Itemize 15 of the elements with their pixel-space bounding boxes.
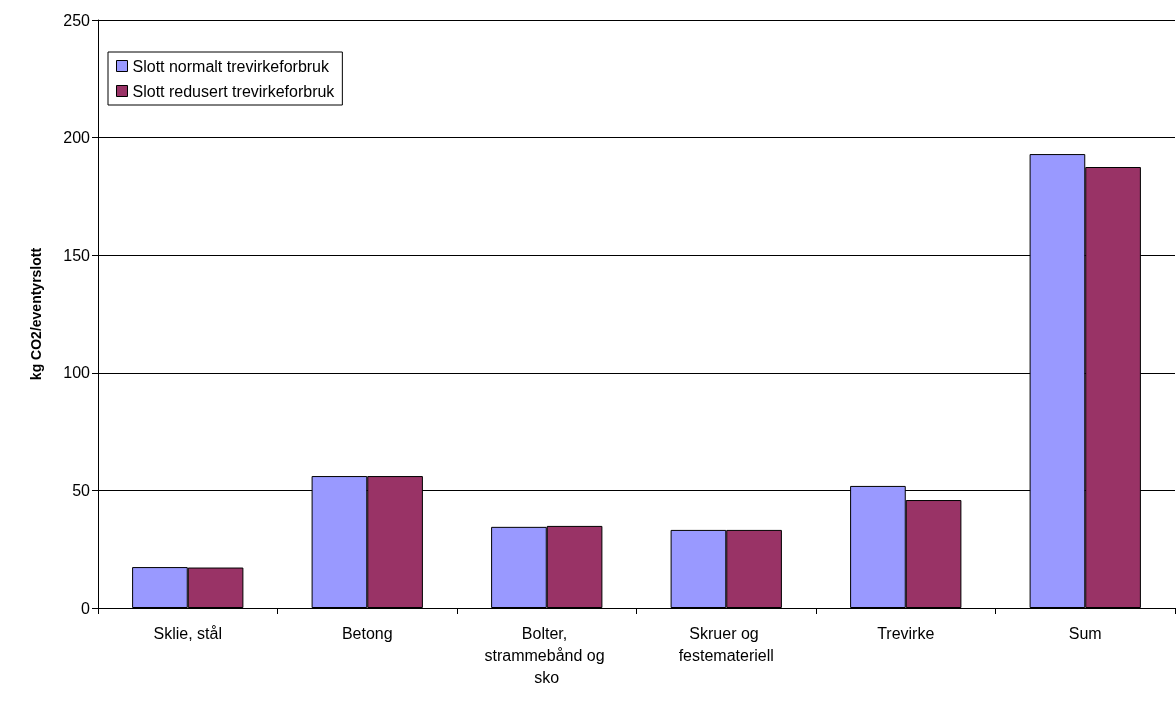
x-tick-label: Skruer og festemateriell — [678, 624, 774, 664]
x-tick-label: Bolter, strammebånd og sko — [484, 624, 610, 686]
x-tick-label: Betong — [341, 624, 393, 642]
y-tick-label: 50 — [72, 481, 91, 499]
y-tick-label: 150 — [63, 246, 91, 264]
x-tick-label: Sklie, stål — [153, 624, 222, 642]
y-axis-title: kg CO2/eventyrslott — [28, 247, 44, 381]
x-tick-label: Sum — [1068, 624, 1102, 642]
x-tick-label: Trevirke — [877, 624, 935, 642]
legend-label: Slott normalt trevirkeforbruk — [132, 57, 331, 75]
y-tick-label: 200 — [63, 129, 91, 147]
y-tick-label: 100 — [63, 364, 91, 382]
legend-label: Slott redusert trevirkeforbruk — [132, 82, 336, 100]
y-tick-label: 250 — [63, 11, 91, 29]
y-tick-label: 0 — [81, 599, 91, 617]
